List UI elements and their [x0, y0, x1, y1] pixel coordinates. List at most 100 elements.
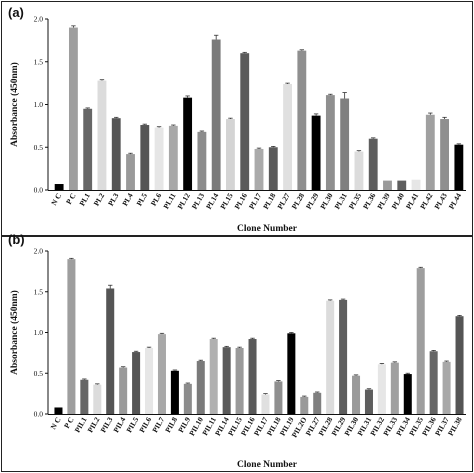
x-tick-label: PIL2 — [86, 415, 102, 434]
x-axis-title: Clone Number — [237, 460, 298, 470]
x-tick-label: PL13 — [190, 191, 206, 211]
y-tick-label: 1.5 — [34, 287, 44, 296]
x-tick-label: PL31 — [333, 191, 349, 211]
x-tick-label: PL39 — [375, 191, 391, 211]
x-tick-label: PL12 — [176, 191, 192, 211]
x-tick-label: PL40 — [390, 191, 406, 211]
x-tick-label: N C — [49, 416, 63, 432]
bar-pil36 — [429, 351, 438, 414]
x-axis-title: Clone Number — [237, 224, 298, 234]
bar-pl31 — [340, 98, 350, 190]
bar-pil5 — [132, 352, 141, 414]
y-tick-label: 2.0 — [34, 247, 44, 256]
bar-pil4 — [119, 367, 128, 414]
bar-pil16 — [248, 339, 257, 414]
bar-pil34 — [403, 374, 412, 414]
x-tick-label: PIL3 — [99, 415, 115, 434]
bar-pl17 — [254, 148, 264, 190]
x-tick-label: PL27 — [275, 191, 291, 211]
y-tick-label: 1.5 — [34, 57, 44, 66]
bar-pl15 — [226, 119, 235, 190]
bar-pil18 — [274, 381, 283, 414]
x-tick-label: PL17 — [247, 191, 263, 211]
bar-pil19 — [287, 333, 296, 414]
x-tick-label: PL16 — [233, 191, 249, 211]
bar-pil28 — [326, 300, 335, 414]
x-tick-label: PL5 — [135, 191, 150, 207]
bar-pil14 — [222, 347, 231, 414]
bar-pil10 — [196, 361, 205, 414]
panel-label: (b) — [8, 232, 25, 247]
y-tick-label: 1.0 — [34, 328, 44, 337]
bar-pl4 — [126, 154, 135, 190]
bar-pil2o — [300, 396, 309, 414]
bar-pil1 — [80, 379, 89, 414]
bar-pc — [68, 27, 78, 190]
bar-pil7 — [157, 334, 166, 414]
bar-pl36 — [368, 138, 378, 190]
bar-pl1 — [83, 108, 93, 190]
y-axis-title: Absorbance (450nm) — [9, 290, 20, 375]
x-tick-label: P C — [64, 192, 78, 206]
bar-pl12 — [183, 97, 193, 190]
bar-pl29 — [311, 115, 321, 190]
bar-pl42 — [425, 114, 435, 190]
bar-pil29 — [339, 299, 348, 414]
x-tick-label: PL41 — [404, 191, 420, 211]
x-tick-label: PIL1 — [73, 415, 89, 434]
bar-nc — [54, 184, 64, 190]
panel-frame — [1, 1, 473, 236]
bar-pl5 — [140, 125, 150, 190]
y-tick-label: 0.5 — [34, 369, 44, 378]
y-tick-label: 0.5 — [34, 143, 44, 152]
bar-pil33 — [390, 362, 399, 414]
x-tick-label: PL14 — [204, 191, 220, 211]
y-tick-label: 0.0 — [34, 410, 44, 419]
bar-pl43 — [440, 119, 450, 190]
bar-pil37 — [442, 361, 451, 414]
bar-pil35 — [416, 268, 425, 414]
bar-pl27 — [283, 83, 292, 190]
bar-pl30 — [325, 95, 335, 190]
bar-pil2 — [93, 384, 102, 414]
x-tick-label: PIL38 — [446, 415, 464, 437]
bar-pil6 — [145, 347, 154, 414]
x-tick-label: PL30 — [318, 191, 334, 211]
y-tick-label: 1.0 — [34, 100, 44, 109]
x-tick-label: PL36 — [361, 191, 377, 211]
x-tick-label: PIL8 — [163, 415, 179, 434]
bar-pil8 — [170, 370, 179, 414]
chart-panel-2: (b) 0.0 0.5 1.0 1.5 2.0 Absorbance (450nm) N C P… — [1, 232, 473, 472]
panel-frame — [1, 236, 473, 472]
y-tick-label: 0.0 — [34, 186, 44, 195]
bar-pl39 — [383, 180, 392, 190]
panel-label: (a) — [8, 5, 24, 20]
x-tick-label: PL1 — [77, 191, 92, 207]
x-tick-label: PL35 — [347, 191, 363, 211]
bar-pl6 — [154, 127, 164, 190]
bar-pl28 — [297, 50, 307, 191]
x-tick-label: PL18 — [261, 191, 277, 211]
bar-pil3 — [106, 288, 115, 414]
bar-pil11 — [209, 339, 218, 414]
x-tick-label: PL3 — [106, 191, 121, 207]
y-tick-label: 2.0 — [34, 15, 44, 24]
x-tick-label: PL4 — [120, 191, 135, 207]
y-axis-title: Absorbance (450nm) — [9, 62, 20, 147]
bar-pil38 — [455, 316, 464, 414]
bar-pl3 — [111, 118, 121, 190]
bar-pl40 — [397, 180, 407, 190]
x-tick-label: PL42 — [418, 191, 434, 211]
bar-pil27 — [313, 392, 322, 414]
x-tick-label: PL43 — [432, 191, 448, 211]
bar-pl35 — [354, 151, 364, 190]
bar-pl11 — [168, 125, 178, 190]
bar-pl18 — [268, 147, 278, 190]
bar-pl14 — [211, 39, 221, 190]
bar-pil31 — [364, 389, 373, 414]
bar-pl13 — [197, 131, 207, 190]
bar-pl41 — [411, 179, 421, 190]
